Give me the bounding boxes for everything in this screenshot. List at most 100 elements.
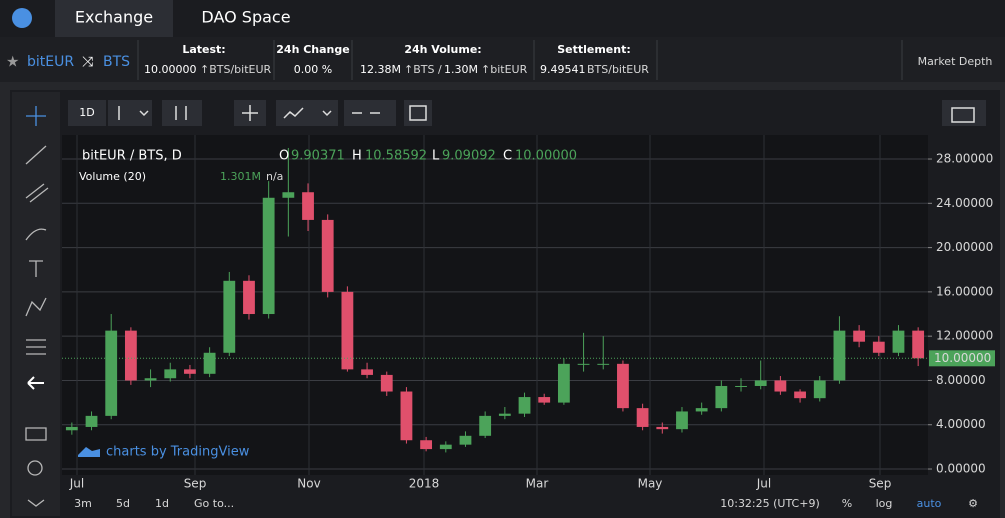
candle-body	[420, 440, 433, 450]
time: 10:32:25 (UTC+9)	[720, 497, 820, 510]
volume-value: 1.301M	[220, 170, 261, 183]
candle-body	[243, 280, 255, 315]
star-icon[interactable]: ★	[6, 53, 19, 71]
dividers	[137, 40, 903, 80]
candle-body	[479, 415, 492, 436]
candle-body	[65, 426, 78, 431]
x-tick-label: Jul	[756, 477, 771, 491]
x-tick-label: Sep	[869, 477, 892, 491]
candle-body	[439, 444, 452, 450]
candle-body	[144, 378, 157, 381]
volume: 1.30M	[444, 63, 478, 76]
buttons[interactable]	[108, 100, 986, 126]
c-label: C	[503, 149, 512, 164]
bottom-bar	[62, 494, 1000, 516]
candle-body	[282, 192, 295, 198]
label: 24h Change	[276, 43, 349, 56]
l-label: L	[432, 149, 440, 164]
candle-body	[577, 363, 590, 365]
volume-ma: n/a	[266, 170, 283, 183]
tool-icons[interactable]	[25, 106, 49, 507]
interval[interactable]: 1D	[79, 106, 94, 119]
candle-body	[892, 330, 905, 353]
candle-body	[341, 291, 354, 370]
candle-body	[203, 352, 216, 374]
range[interactable]: 1d	[155, 497, 169, 510]
tab[interactable]: DAO Space	[201, 8, 290, 27]
toolbar-icons	[118, 105, 975, 123]
last-price-label: 10.00000	[934, 351, 991, 365]
label: Latest:	[182, 43, 225, 56]
y-tick-label: 4.00000	[936, 417, 986, 431]
candle-body	[676, 411, 688, 430]
change: 0.00 %	[294, 63, 332, 76]
y-tick-label: 20.00000	[936, 240, 993, 254]
y-tick-label: 8.00000	[936, 373, 986, 387]
candle-body	[774, 380, 787, 392]
candle-body	[656, 426, 669, 430]
option[interactable]: %	[842, 497, 852, 510]
o: 9.90371	[291, 149, 345, 164]
watermark[interactable]: charts by TradingView	[106, 445, 250, 460]
x-tick-label: May	[638, 477, 663, 491]
candle-body	[164, 369, 177, 379]
candle-body	[872, 341, 885, 353]
o-label: O	[279, 149, 289, 164]
unit: ↑bitEUR	[481, 63, 528, 76]
candle-body	[262, 197, 275, 315]
goto[interactable]: Go to...	[194, 497, 234, 510]
x-tick-label: Sep	[184, 477, 207, 491]
option[interactable]: log	[876, 497, 893, 510]
candle-body	[85, 415, 98, 427]
candle-body	[912, 330, 925, 359]
label: Settlement:	[557, 43, 631, 56]
l: 9.09092	[442, 149, 496, 164]
candle-body	[715, 385, 728, 409]
option[interactable]: auto	[917, 497, 942, 510]
market-bar	[0, 37, 1005, 82]
y-tick-label: 12.00000	[936, 329, 993, 343]
candle-body	[833, 330, 846, 381]
x-tick-label: 2018	[409, 477, 440, 491]
swap-icon[interactable]: ⤨	[82, 54, 94, 70]
left-toolbar	[12, 92, 60, 516]
tab[interactable]: Exchange	[75, 8, 153, 27]
market-depth[interactable]: Market Depth	[918, 55, 993, 68]
candle-body	[459, 435, 472, 445]
base[interactable]: bitEUR	[27, 54, 74, 70]
logo	[12, 8, 32, 28]
h: 10.58592	[365, 149, 427, 164]
x-tick-label: Mar	[526, 477, 549, 491]
settings-icon[interactable]: ⚙	[968, 497, 978, 510]
candle-body	[754, 380, 767, 386]
candle-body	[302, 192, 314, 220]
symbol: bitEUR / BTS, D	[82, 149, 182, 164]
candle-body	[361, 369, 373, 375]
candle-body	[380, 374, 393, 392]
candle-body	[105, 330, 118, 416]
candle-body	[518, 397, 531, 414]
label: 24h Volume:	[404, 43, 481, 56]
tab-active[interactable]	[55, 0, 173, 37]
candle-body	[853, 330, 866, 342]
candle-body	[735, 385, 747, 387]
tv-logo	[78, 447, 100, 457]
candle-body	[597, 363, 610, 365]
button[interactable]	[68, 100, 106, 126]
y-tick-label: 28.00000	[936, 152, 993, 166]
candle-body	[813, 380, 826, 399]
quote[interactable]: BTS	[103, 54, 130, 70]
candle-body	[617, 363, 629, 409]
volume-label: Volume (20)	[79, 170, 146, 183]
candle-body	[400, 391, 413, 441]
range[interactable]: 5d	[116, 497, 130, 510]
candle-body	[538, 397, 551, 403]
candle-body	[321, 219, 334, 292]
h-label: H	[352, 149, 362, 164]
range[interactable]: 3m	[74, 497, 92, 510]
candle-body	[124, 330, 137, 381]
x-tick-label: Nov	[297, 477, 320, 491]
unit: BTS/bitEUR	[587, 63, 649, 76]
c: 10.00000	[515, 149, 577, 164]
